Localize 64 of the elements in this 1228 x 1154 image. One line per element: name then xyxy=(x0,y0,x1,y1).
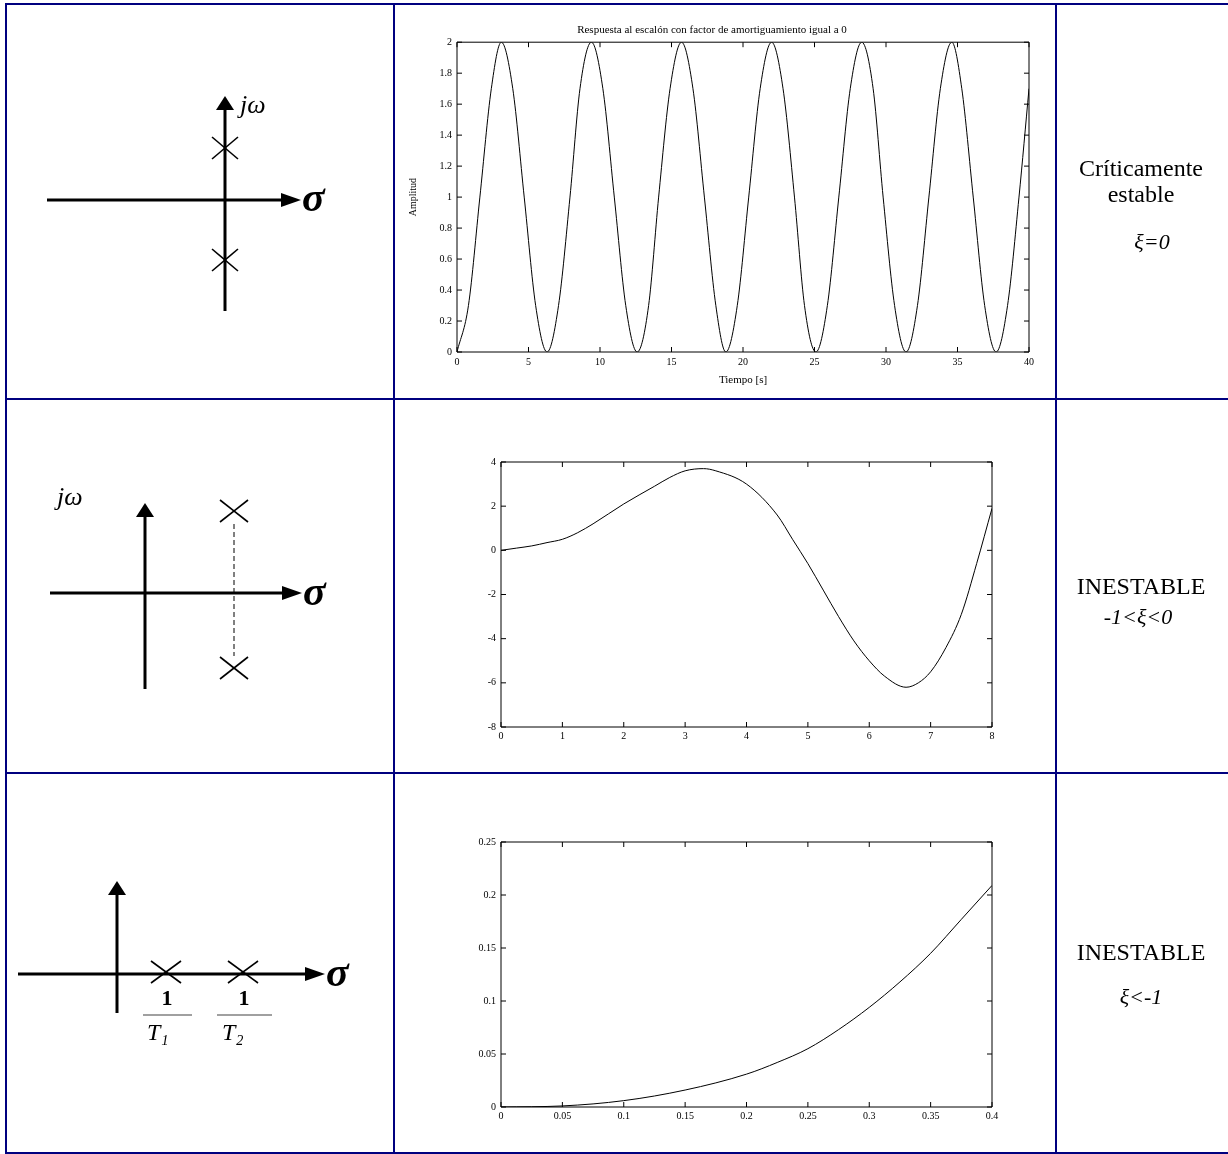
x-tick-label: 10 xyxy=(595,355,605,367)
text: σ xyxy=(303,568,326,615)
x-tick-label: 40 xyxy=(1024,355,1034,367)
x-tick-label: 0.25 xyxy=(799,1109,817,1121)
text: INESTABLE xyxy=(1076,573,1206,600)
x-tick-label: 7 xyxy=(928,729,934,741)
y-tick-label: 2 xyxy=(447,35,452,47)
x-tick-label: 4 xyxy=(744,729,749,741)
x-tick-label: 0.1 xyxy=(617,1109,630,1121)
y-tick-label: 0.15 xyxy=(478,941,496,953)
y-tick-label: 0.2 xyxy=(439,314,452,326)
x-tick-label: 35 xyxy=(952,355,963,367)
x-tick-label: 0.4 xyxy=(985,1109,999,1121)
y-tick-label: 1.4 xyxy=(439,128,452,140)
y-tick-label: 0.1 xyxy=(483,994,496,1006)
y-tick-label: 0.2 xyxy=(483,888,496,900)
x-tick-label: 15 xyxy=(666,355,677,367)
text: T₂ xyxy=(222,1019,244,1046)
y-tick-label: 0 xyxy=(447,345,452,357)
x-tick-label: 6 xyxy=(866,729,872,741)
x-tick-label: 0.2 xyxy=(740,1109,753,1121)
y-tick-label: 0 xyxy=(491,543,496,555)
y-tick-label: -2 xyxy=(487,588,496,600)
x-tick-label: 20 xyxy=(738,355,748,367)
text: Críticamente estable xyxy=(1078,155,1204,208)
y-tick-label: 0.6 xyxy=(439,252,452,264)
text: 1 xyxy=(238,985,250,1011)
y-tick-label: 2 xyxy=(491,499,496,511)
x-tick-label: 8 xyxy=(989,729,995,741)
y-axis-title: Amplitud xyxy=(406,177,418,217)
y-tick-label: 0.4 xyxy=(439,283,452,295)
chart-title: Respuesta al escalón con factor de amortiguamiento igual a 0 xyxy=(577,23,848,36)
x-tick-label: 3 xyxy=(682,729,688,741)
text: INESTABLE xyxy=(1076,939,1206,966)
text: 1 xyxy=(161,985,173,1011)
x-tick-label: 0.35 xyxy=(921,1109,940,1121)
x-tick-label: 2 xyxy=(621,729,627,741)
x-tick-label: 0.15 xyxy=(676,1109,694,1121)
text: σ xyxy=(326,949,349,996)
x-tick-label: 25 xyxy=(809,355,820,367)
text: σ xyxy=(302,174,325,221)
text: T₁ xyxy=(147,1019,169,1046)
y-tick-label: 0.25 xyxy=(478,835,496,847)
x-tick-label: 0.3 xyxy=(863,1109,876,1121)
x-tick-label: 5 xyxy=(526,355,531,367)
y-tick-label: 1.6 xyxy=(439,97,452,109)
text: ξ<-1 xyxy=(1119,984,1163,1010)
y-tick-label: 4 xyxy=(491,455,496,467)
x-axis-title: Tiempo [s] xyxy=(718,373,768,386)
x-tick-label: 30 xyxy=(881,355,891,367)
x-tick-label: 5 xyxy=(805,729,811,741)
y-tick-label: -6 xyxy=(487,676,496,688)
y-tick-label: 1.2 xyxy=(439,159,452,171)
y-tick-label: 0.05 xyxy=(478,1047,496,1059)
x-tick-label: 0.05 xyxy=(553,1109,572,1121)
y-tick-label: 1 xyxy=(447,190,452,202)
y-tick-label: -4 xyxy=(487,632,496,644)
y-tick-label: 0 xyxy=(491,1100,496,1112)
y-tick-label: 0.8 xyxy=(439,221,452,233)
y-tick-label: 1.8 xyxy=(439,66,452,78)
text: ξ=0 xyxy=(1134,229,1170,255)
y-tick-label: -8 xyxy=(487,720,496,732)
text: -1<ξ<0 xyxy=(1103,604,1173,630)
x-tick-label: 1 xyxy=(559,729,565,741)
